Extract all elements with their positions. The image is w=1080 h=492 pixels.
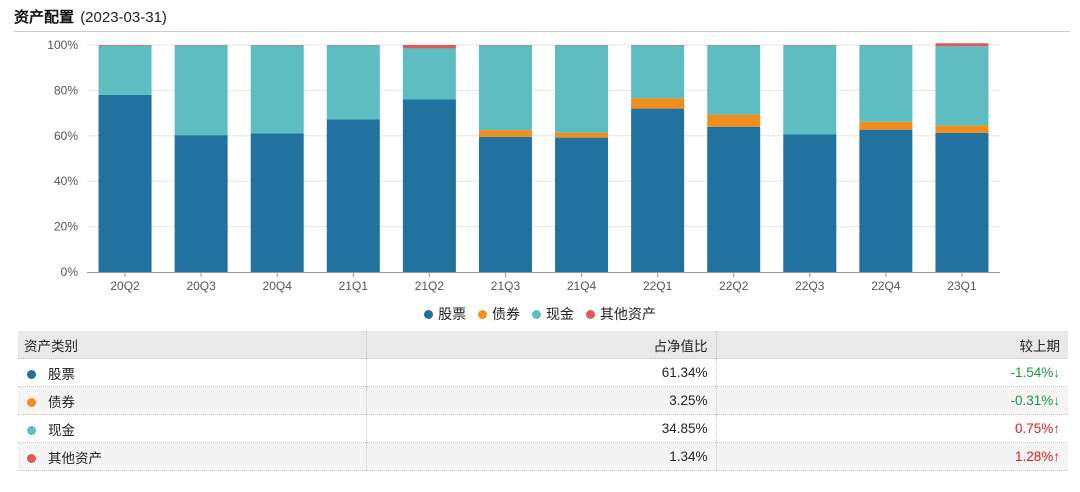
- title-text: 资产配置: [14, 9, 75, 26]
- y-tick-label: 40%: [54, 174, 78, 188]
- cell-value: 3.25%: [365, 386, 716, 415]
- bar-segment-0[interactable]: [783, 134, 837, 272]
- legend-label-stock: 股票: [438, 306, 467, 322]
- x-tick-label: 22Q1: [643, 279, 673, 293]
- x-tick-label: 21Q3: [491, 279, 521, 293]
- cell-value: 1.34%: [365, 442, 716, 471]
- legend-item-stock[interactable]: 股票: [424, 304, 466, 324]
- col-header-category: 资产类别: [18, 331, 366, 359]
- bar-segment-1[interactable]: [707, 114, 761, 127]
- bar-segment-1[interactable]: [631, 98, 685, 109]
- bar-segment-3[interactable]: [98, 45, 152, 46]
- bar-segment-2[interactable]: [174, 45, 228, 136]
- legend-dot-bond: [478, 310, 488, 319]
- table-row: 债券 3.25% -0.31%↓: [18, 386, 1068, 415]
- row-label: 债券: [48, 394, 75, 410]
- row-label: 股票: [48, 366, 75, 382]
- chart-legend: 股票 债券 现金 其他资产: [0, 304, 1080, 324]
- bar-segment-2[interactable]: [326, 45, 380, 120]
- bar-segment-2[interactable]: [555, 45, 609, 133]
- bar-segment-2[interactable]: [859, 45, 913, 122]
- x-tick-label: 20Q2: [110, 279, 140, 293]
- table-row: 股票 61.34% -1.54%↓: [18, 358, 1068, 387]
- row-dot-bond: [27, 397, 36, 407]
- cell-category: 股票: [18, 358, 366, 387]
- x-tick-label: 22Q2: [719, 279, 749, 293]
- x-tick-label: 21Q1: [339, 279, 369, 293]
- legend-dot-other: [585, 310, 595, 319]
- legend-item-cash[interactable]: 现金: [531, 304, 574, 324]
- x-tick-label: 21Q2: [415, 279, 445, 293]
- bar-segment-1[interactable]: [555, 132, 609, 138]
- col-header-net-ratio: 占净值比: [365, 331, 716, 359]
- row-dot-cash: [27, 425, 36, 435]
- bar-segment-0[interactable]: [478, 136, 532, 272]
- legend-label-cash: 现金: [545, 306, 574, 322]
- row-label: 其他资产: [48, 450, 102, 466]
- cell-change: 1.28%↑: [715, 442, 1068, 471]
- legend-dot-cash: [531, 310, 541, 319]
- bar-segment-2[interactable]: [402, 48, 456, 100]
- bar-segment-3[interactable]: [935, 43, 989, 47]
- bar-segment-0[interactable]: [98, 94, 152, 272]
- bar-segment-0[interactable]: [250, 133, 304, 272]
- col-header-change: 较上期: [715, 331, 1068, 359]
- bar-segment-2[interactable]: [935, 46, 989, 126]
- x-tick-label: 20Q4: [263, 279, 293, 293]
- cell-category: 现金: [18, 414, 366, 443]
- bar-segment-2[interactable]: [98, 45, 152, 95]
- y-tick-label: 20%: [54, 220, 78, 234]
- legend-label-other: 其他资产: [599, 306, 656, 322]
- allocation-table: 资产类别 占净值比 较上期 股票 61.34% -1.54%↓ 债券 3.25%…: [18, 331, 1068, 471]
- table-row: 现金 34.85% 0.75%↑: [18, 414, 1068, 443]
- title-date: (2023-03-31): [80, 9, 167, 26]
- bar-segment-0[interactable]: [859, 129, 913, 272]
- cell-value: 61.34%: [365, 358, 716, 387]
- legend-item-other[interactable]: 其他资产: [585, 304, 656, 324]
- bar-segment-1[interactable]: [859, 121, 913, 130]
- bar-segment-0[interactable]: [174, 135, 228, 272]
- cell-change: 0.75%↑: [715, 414, 1068, 443]
- row-dot-other: [27, 453, 36, 463]
- bar-segment-2[interactable]: [707, 45, 761, 115]
- stacked-bar-chart: 0% 20% 40% 60% 80% 100% 20Q2 20Q3 20Q4 21Q1 21Q2 21…: [47, 38, 1000, 293]
- legend-item-bond[interactable]: 债券: [478, 304, 520, 324]
- x-tick-label: 22Q3: [795, 279, 825, 293]
- bar-segment-2[interactable]: [478, 45, 532, 131]
- row-label: 现金: [48, 422, 75, 438]
- bar-segment-1[interactable]: [935, 125, 989, 133]
- cell-change: -0.31%↓: [715, 386, 1068, 415]
- bar-segment-2[interactable]: [250, 45, 304, 134]
- x-tick-label: 21Q4: [567, 279, 597, 293]
- legend-dot-stock: [424, 310, 434, 319]
- x-tick-label: 20Q3: [186, 279, 216, 293]
- bar-segment-3[interactable]: [402, 45, 456, 49]
- cell-change: -1.54%↓: [715, 358, 1068, 387]
- table-header-row: 资产类别 占净值比 较上期: [18, 331, 1068, 359]
- y-tick-label: 100%: [47, 38, 78, 52]
- x-tick-label: 23Q1: [947, 279, 977, 293]
- row-dot-stock: [27, 369, 36, 379]
- legend-label-bond: 债券: [492, 306, 521, 322]
- cell-category: 其他资产: [18, 442, 366, 471]
- bar-segment-0[interactable]: [555, 137, 609, 272]
- y-tick-label: 0%: [61, 265, 79, 279]
- cell-value: 34.85%: [365, 414, 716, 443]
- y-tick-label: 60%: [54, 129, 78, 143]
- bar-segment-0[interactable]: [935, 132, 989, 272]
- bar-segment-0[interactable]: [326, 119, 380, 272]
- bar-segment-2[interactable]: [631, 45, 685, 99]
- bar-segment-0[interactable]: [707, 126, 761, 272]
- bar-segment-0[interactable]: [631, 108, 685, 272]
- bar-segment-1[interactable]: [478, 130, 532, 137]
- cell-category: 债券: [18, 386, 366, 415]
- bar-segment-0[interactable]: [402, 99, 456, 272]
- bar-segment-2[interactable]: [783, 45, 837, 135]
- table-row: 其他资产 1.34% 1.28%↑: [18, 442, 1068, 471]
- x-tick-label: 22Q4: [871, 279, 901, 293]
- y-tick-label: 80%: [54, 83, 78, 97]
- page-title: 资产配置 (2023-03-31): [14, 6, 167, 28]
- title-divider: [14, 31, 1070, 32]
